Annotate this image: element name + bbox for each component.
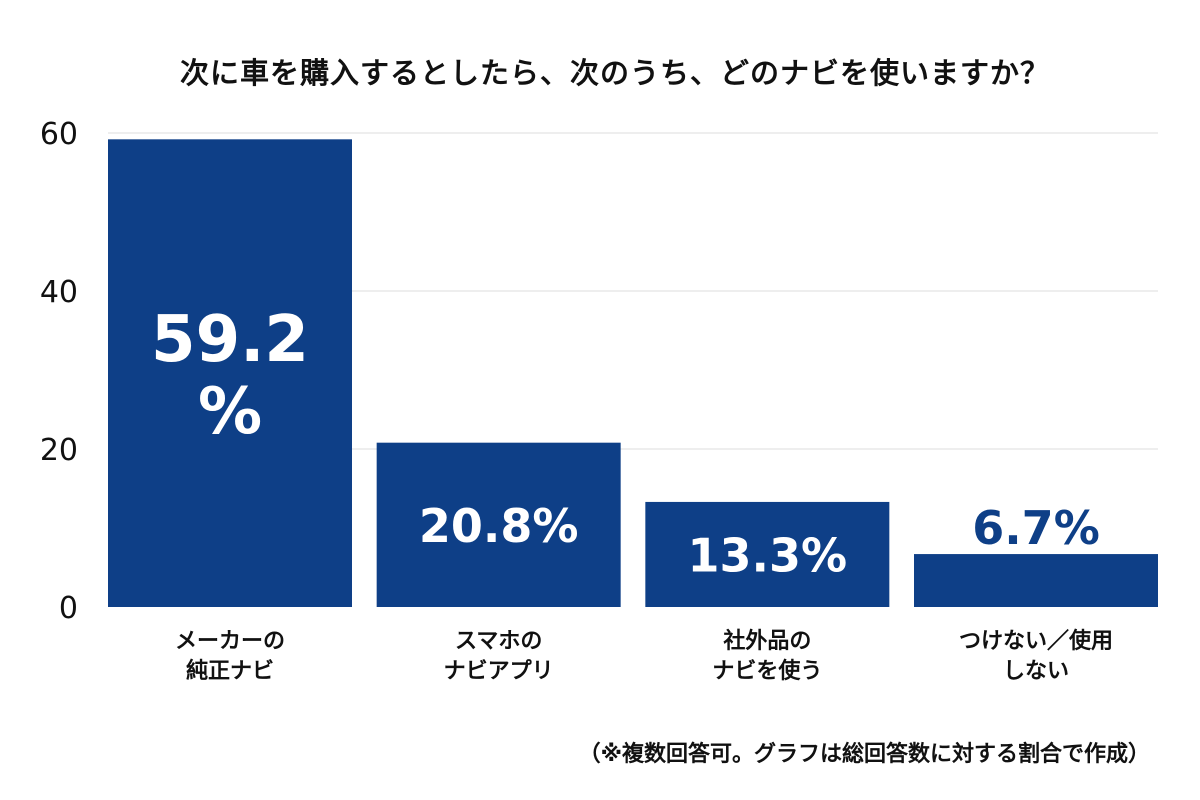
data-label: 59.2 (151, 303, 309, 377)
data-label: 20.8% (419, 499, 579, 553)
bar (914, 554, 1158, 607)
category-label: しない (1003, 659, 1069, 684)
category-label: メーカーの (175, 629, 285, 654)
category-label: つけない／使用 (959, 629, 1113, 654)
chart-title: 次に車を購入するとしたら、次のうち、どのナビを使いますか？ (179, 56, 1050, 90)
y-tick-label: 40 (40, 275, 78, 310)
category-label: スマホの (455, 629, 542, 654)
y-tick-label: 60 (40, 117, 78, 152)
y-axis: 0 20 40 60 (40, 117, 78, 626)
category-label: 社外品の (723, 628, 811, 654)
data-label: % (198, 375, 262, 449)
y-tick-label: 20 (40, 433, 78, 468)
bars (108, 139, 1158, 607)
data-label: 6.7% (972, 501, 1100, 555)
footnote: （※複数回答可。グラフは総回答数に対する割合で作成） (578, 742, 1150, 767)
bar (108, 139, 352, 607)
y-tick-label: 0 (59, 591, 78, 626)
data-label: 13.3% (688, 528, 848, 582)
bar (645, 501, 890, 607)
data-labels: 59.2% 20.8% 13.3% 6.7% (151, 303, 1100, 582)
bar (376, 442, 621, 607)
category-label: 純正ナビ (186, 658, 274, 684)
category-label: ナビを使う (712, 659, 822, 684)
category-label: ナビアプリ (444, 659, 554, 684)
